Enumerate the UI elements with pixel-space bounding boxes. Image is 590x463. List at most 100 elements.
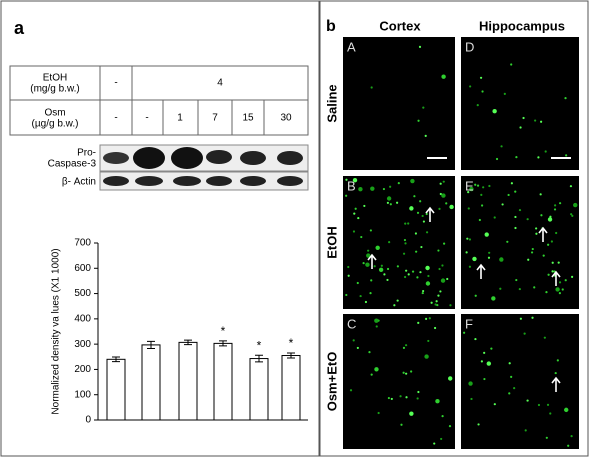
fluorescence-spot bbox=[567, 444, 570, 447]
fluorescence-spot bbox=[386, 278, 389, 282]
fluorescence-spot bbox=[469, 85, 472, 88]
panel-label: a bbox=[14, 18, 25, 38]
fluorescence-spot bbox=[349, 389, 353, 392]
fluorescence-spot bbox=[573, 202, 578, 208]
fluorescence-spot bbox=[449, 204, 454, 210]
bar bbox=[249, 358, 269, 421]
fluorescence-spot bbox=[396, 265, 399, 268]
fluorescence-spot bbox=[481, 90, 484, 93]
table-cell: 7 bbox=[212, 113, 218, 124]
fluorescence-spot bbox=[404, 242, 407, 245]
fluorescence-spot bbox=[470, 397, 473, 401]
fluorescence-spot bbox=[439, 182, 442, 185]
image-letter: C bbox=[347, 316, 356, 331]
fluorescence-spot bbox=[554, 204, 557, 207]
fluorescence-spot bbox=[352, 339, 355, 342]
fluorescence-spot bbox=[480, 193, 483, 197]
fluorescence-spot bbox=[356, 346, 359, 350]
fluorescence-spot bbox=[377, 411, 380, 415]
table-cell: 4 bbox=[217, 78, 223, 89]
fluorescence-spot bbox=[540, 120, 543, 123]
fluorescence-spot bbox=[417, 390, 420, 394]
fluorescence-spot bbox=[434, 303, 437, 306]
fluorescence-spot bbox=[500, 145, 503, 148]
table-cell: - bbox=[145, 113, 148, 124]
fluorescence-spot bbox=[442, 180, 445, 183]
fluorescence-spot bbox=[463, 331, 466, 334]
arrow bbox=[551, 270, 561, 286]
arrow bbox=[476, 263, 486, 279]
bar bbox=[106, 358, 126, 421]
fluorescence-spot bbox=[360, 235, 363, 239]
fluorescence-spot bbox=[535, 227, 538, 230]
fluorescence-spot bbox=[368, 351, 371, 354]
fluorescence-spot bbox=[551, 270, 554, 273]
fluorescence-spot bbox=[539, 193, 542, 196]
fluorescence-spot bbox=[345, 293, 348, 297]
fluorescence-spot bbox=[514, 190, 517, 193]
fluorescence-spot bbox=[364, 300, 368, 304]
fluorescence-spot bbox=[555, 287, 560, 292]
fluorescence-spot bbox=[374, 367, 379, 372]
fluorescence-spot bbox=[465, 251, 468, 254]
fluorescence-spot bbox=[508, 392, 511, 395]
fluorescence-spot bbox=[554, 371, 557, 375]
fluorescence-spot bbox=[518, 208, 522, 212]
fluorescence-spot bbox=[474, 294, 477, 297]
fluorescence-spot bbox=[402, 252, 406, 255]
fluorescence-spot bbox=[430, 301, 433, 304]
y-tick-label: 200 bbox=[74, 364, 91, 375]
fluorescence-spot bbox=[375, 325, 378, 328]
fluorescence-spot bbox=[387, 396, 390, 400]
fluorescence-spot bbox=[468, 265, 472, 268]
table-cell: 15 bbox=[242, 113, 254, 124]
fluorescence-spot bbox=[488, 251, 491, 254]
fluorescence-spot bbox=[389, 185, 392, 188]
fluorescence-spot bbox=[467, 191, 470, 194]
table-grid bbox=[9, 65, 309, 136]
fluorescence-spot bbox=[420, 245, 423, 249]
fluorescence-spot bbox=[518, 287, 521, 291]
fluorescence-spot bbox=[417, 119, 420, 122]
bar bbox=[178, 341, 198, 421]
fluorescence-spot bbox=[405, 269, 408, 272]
fluorescence-spot bbox=[378, 267, 384, 272]
fluorescence-spot bbox=[370, 279, 373, 282]
fluorescence-spot bbox=[522, 116, 525, 120]
fluorescence-spot bbox=[345, 178, 348, 181]
fluorescence-spot bbox=[402, 346, 406, 349]
image-letter: F bbox=[465, 316, 473, 331]
fluorescence-spot bbox=[492, 109, 497, 114]
fluorescence-spot bbox=[375, 245, 380, 250]
fluorescence-spot bbox=[473, 258, 476, 261]
fluorescence-spot bbox=[407, 222, 410, 225]
fluorescence-spot bbox=[433, 326, 437, 330]
table-cell: 1 bbox=[177, 113, 183, 124]
fluorescence-spot bbox=[427, 339, 430, 343]
fluorescence-spot bbox=[413, 195, 416, 198]
bar bbox=[141, 344, 161, 421]
fluorescence-spot bbox=[441, 74, 446, 79]
fluorescence-spot bbox=[549, 412, 552, 415]
fluorescence-spot bbox=[480, 204, 484, 207]
fluorescence-spot bbox=[526, 399, 529, 402]
fluorescence-spot bbox=[513, 387, 516, 390]
fluorescence-spot bbox=[445, 202, 448, 205]
fluorescence-spot bbox=[476, 184, 480, 187]
fluorescence-spot bbox=[366, 253, 371, 258]
y-tick-label: 700 bbox=[74, 238, 91, 249]
fluorescence-spot bbox=[569, 185, 573, 188]
significance-mark: * bbox=[289, 336, 294, 350]
fluorescence-spot bbox=[543, 336, 546, 339]
fluorescence-spot bbox=[491, 296, 496, 301]
table-cell: - bbox=[114, 113, 117, 124]
fluorescence-spot bbox=[386, 201, 389, 204]
fluorescence-spot bbox=[561, 288, 564, 291]
fluorescence-spot bbox=[558, 292, 561, 295]
fluorescence-spot bbox=[495, 157, 499, 161]
fluorescence-spot bbox=[503, 92, 506, 95]
fluorescence-spot bbox=[357, 216, 360, 220]
fluorescence-spot bbox=[559, 202, 562, 205]
fluorescence-spot bbox=[439, 290, 442, 293]
